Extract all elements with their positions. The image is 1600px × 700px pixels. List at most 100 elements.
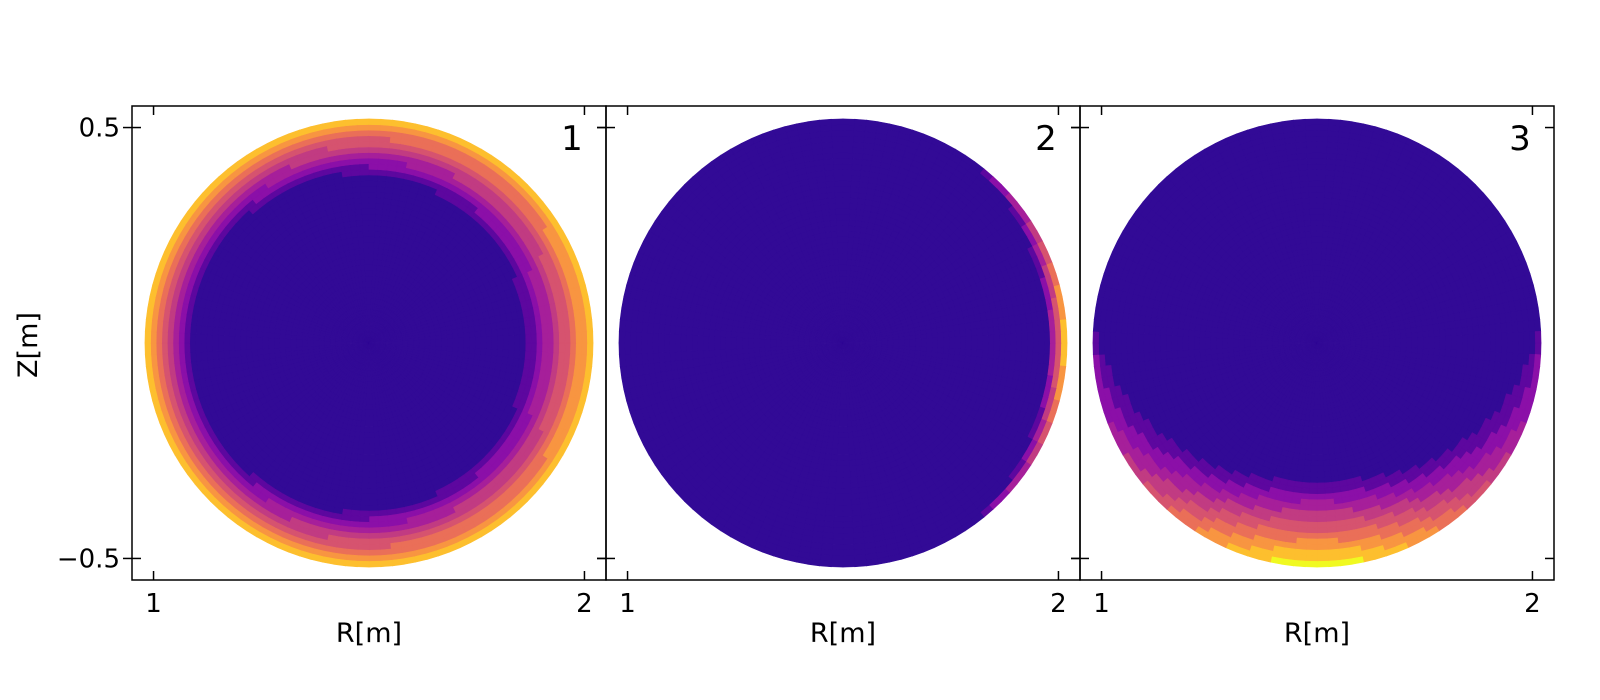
contour-cell	[184, 323, 192, 334]
contour-cell	[358, 146, 370, 154]
contour-cell	[542, 333, 549, 344]
contour-field	[618, 118, 1068, 568]
contour-cell	[514, 334, 521, 344]
contour-cell	[513, 350, 521, 360]
contour-cell	[359, 258, 366, 266]
contour-cell	[206, 334, 213, 344]
contour-cell	[206, 325, 214, 336]
contour-cell	[357, 124, 370, 131]
contour-cell	[228, 335, 236, 344]
contour-cell	[211, 342, 219, 352]
contour-cell	[1010, 342, 1017, 353]
contour-cell	[144, 319, 153, 332]
contour-cell	[374, 225, 382, 232]
contour-cell	[368, 141, 380, 148]
contour-cell	[217, 350, 225, 360]
contour-cell	[373, 437, 380, 445]
contour-cell	[376, 186, 386, 193]
contour-cell	[368, 538, 380, 545]
contour-cell	[351, 231, 359, 239]
contour-cell	[536, 333, 543, 344]
contour-cell	[368, 476, 377, 484]
contour-cell	[360, 264, 366, 271]
contour-cell	[184, 352, 192, 363]
contour-cell	[558, 332, 566, 344]
contour-cell	[379, 447, 387, 455]
contour-cell	[267, 342, 275, 349]
contour-cell	[570, 331, 577, 344]
contour-cell	[441, 338, 448, 344]
contour-cell	[1015, 351, 1023, 363]
contour-cell	[519, 350, 526, 360]
contour-cell	[200, 333, 208, 344]
contour-cell	[970, 349, 978, 358]
contour-cell	[368, 129, 381, 137]
contour-cell	[364, 415, 370, 422]
contour-cell	[368, 493, 378, 501]
contour-cell	[359, 510, 370, 517]
contour-cell	[358, 152, 370, 159]
contour-cell	[358, 527, 370, 534]
contour-cell	[1059, 354, 1068, 367]
contour-cell	[273, 347, 281, 354]
contour-cell	[178, 342, 185, 354]
contour-cell	[374, 219, 383, 227]
contour-cell	[375, 202, 384, 210]
contour-cell	[368, 460, 376, 467]
contour-cell	[965, 349, 972, 357]
contour-cell	[374, 342, 381, 344]
contour-cell	[502, 335, 510, 344]
contour-cell	[585, 354, 594, 367]
contour-cell	[363, 437, 370, 445]
contour-cell	[228, 349, 236, 358]
contour-cell	[473, 325, 481, 333]
contour-cell	[463, 337, 471, 344]
contour-cell	[368, 555, 381, 562]
contour-cell	[189, 342, 196, 353]
contour-cell	[368, 236, 375, 243]
contour-cell	[359, 521, 370, 529]
contour-cell	[976, 342, 984, 351]
contour-cell	[352, 242, 360, 250]
contour-cell	[474, 336, 482, 344]
contour-cell	[457, 332, 465, 339]
contour-cell	[586, 342, 594, 356]
x-tick-label: 2	[576, 589, 593, 619]
contour-cell	[378, 158, 389, 166]
contour-cell	[183, 342, 191, 353]
contour-cell	[354, 208, 363, 216]
contour-cell	[491, 349, 498, 357]
contour-cell	[360, 488, 370, 495]
contour-cell	[234, 335, 241, 344]
contour-cell	[368, 169, 379, 176]
contour-cell	[368, 185, 378, 193]
contour-cell	[361, 269, 366, 277]
contour-cell	[507, 327, 515, 336]
contour-cell	[362, 225, 370, 232]
contour-cell	[485, 348, 493, 357]
contour-cell	[301, 342, 308, 347]
contour-cell	[535, 324, 543, 335]
contour-cell	[368, 387, 372, 394]
contour-cell	[377, 163, 389, 171]
contour-cell	[351, 180, 362, 188]
contour-cell	[575, 331, 583, 344]
contour-cell	[921, 342, 928, 348]
contour-cell	[267, 332, 275, 339]
contour-cell	[195, 324, 203, 335]
contour-cell	[155, 331, 163, 344]
contour-cell	[458, 342, 465, 349]
contour-cell	[586, 330, 594, 344]
contour-cell	[452, 342, 459, 349]
contour-cell	[251, 330, 258, 338]
contour-cell	[161, 342, 168, 355]
contour-cell	[373, 431, 380, 439]
y-tick-label: 0.5	[79, 114, 120, 144]
contour-cell	[502, 349, 510, 358]
contour-cell	[581, 331, 588, 344]
contour-cell	[491, 335, 499, 344]
contour-cell	[446, 333, 454, 340]
x-axis-label: R[m]	[336, 618, 402, 649]
contour-cell	[217, 334, 224, 344]
contour-cell	[273, 332, 281, 339]
